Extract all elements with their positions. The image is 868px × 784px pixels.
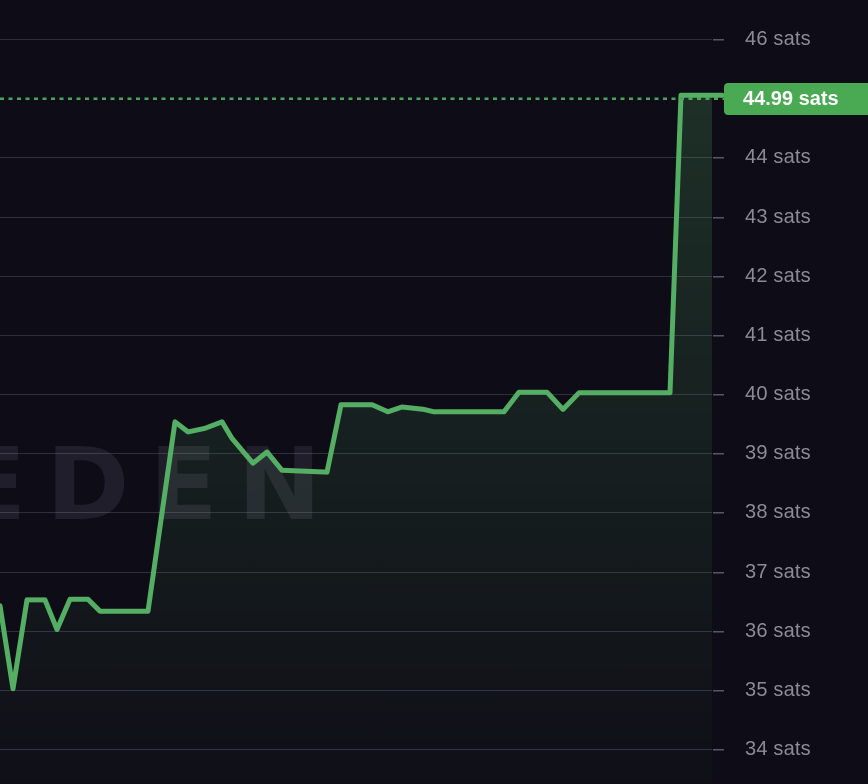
y-axis-label: 37 sats xyxy=(745,561,811,583)
y-axis-label: 34 sats xyxy=(745,738,811,760)
y-axis-label: 46 sats xyxy=(745,28,811,50)
y-axis-label: 40 sats xyxy=(745,383,811,405)
y-axis-label: 44 sats xyxy=(745,146,811,168)
price-line xyxy=(0,92,725,692)
y-axis-label: 36 sats xyxy=(745,620,811,642)
y-axis-label: 43 sats xyxy=(745,206,811,228)
y-axis-label: 41 sats xyxy=(745,324,811,346)
price-area-fill xyxy=(0,95,712,784)
y-axis-label: 35 sats xyxy=(745,679,811,701)
y-axis-label: 39 sats xyxy=(745,442,811,464)
y-axis-label: 38 sats xyxy=(745,501,811,523)
current-price-label: 44.99 sats xyxy=(724,83,868,115)
area-fill-group xyxy=(0,95,712,784)
y-axis-label: 42 sats xyxy=(745,265,811,287)
price-line-group xyxy=(0,92,725,692)
axis-tick-group xyxy=(713,38,724,751)
